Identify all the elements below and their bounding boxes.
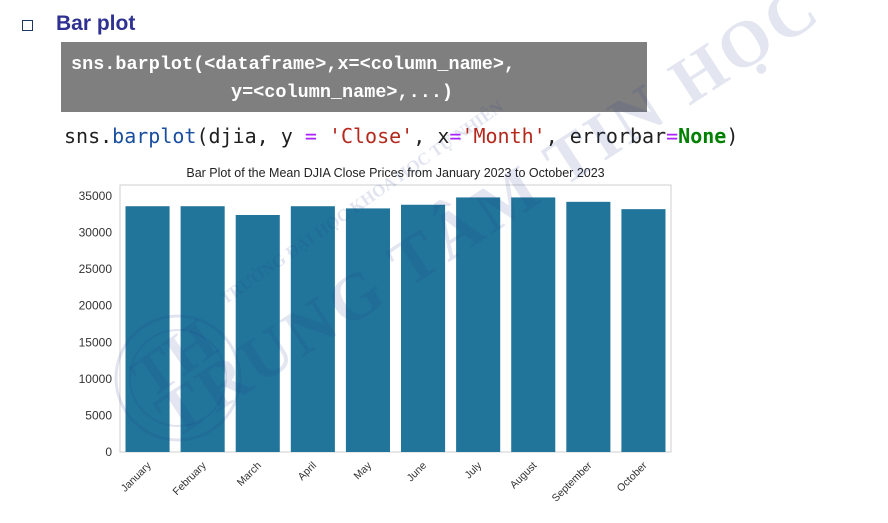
x-tick-label: February [171,459,210,498]
x-tick-label: May [352,459,375,482]
code-func: barplot [112,124,197,148]
chart-title: Bar Plot of the Mean DJIA Close Prices f… [186,166,604,180]
bar [235,214,280,452]
code-module: sns. [64,124,113,148]
y-tick-label: 0 [105,445,112,459]
checkbox-bullet-icon [22,19,33,31]
y-tick-label: 35000 [79,189,113,203]
x-tick-label: September [550,459,595,504]
code-arg-errorbar: , errorbar [545,124,667,148]
code-string-month: 'Month' [461,124,546,148]
x-tick-label: January [119,459,154,494]
code-string-close: 'Close' [328,124,414,148]
y-tick-label: 30000 [79,226,113,240]
y-tick-label: 25000 [79,262,113,276]
bar [345,208,390,452]
code-op: = [666,124,679,148]
code-none-keyword: None [678,124,727,148]
code-op: = [304,124,317,148]
syntax-box: sns.barplot(<dataframe>,x=<column_name>,… [61,42,647,112]
y-tick-label: 20000 [79,299,113,313]
slide-heading: Bar plot [22,9,135,39]
bar [621,209,666,452]
plot-frame [119,184,672,453]
x-tick-label: July [463,459,485,481]
bar [456,197,501,452]
bar [290,206,335,452]
x-tick-label: October [615,459,650,494]
bar [180,206,225,452]
syntax-line-2: y=<column_name>,...) [231,82,454,103]
x-tick-label: March [235,460,264,489]
slide-title: Bar plot [56,12,136,35]
bar [566,201,611,452]
code-paren-close: ) [726,124,739,148]
code-arg-x: , x [413,124,450,148]
syntax-line-1: sns.barplot(<dataframe>,x=<column_name>, [71,54,516,75]
code-example: sns.barplot(djia, y = 'Close', x='Month'… [64,124,738,148]
bar [511,197,556,452]
code-args-open: (djia, y [196,124,305,148]
bar [401,204,446,452]
bar [125,206,170,452]
x-tick-label: August [508,460,540,492]
y-tick-label: 10000 [79,372,113,386]
x-tick-label: April [296,460,319,483]
y-tick-label: 15000 [79,335,113,349]
code-op: = [449,124,462,148]
x-tick-label: June [405,460,430,485]
y-tick-label: 5000 [85,408,112,422]
